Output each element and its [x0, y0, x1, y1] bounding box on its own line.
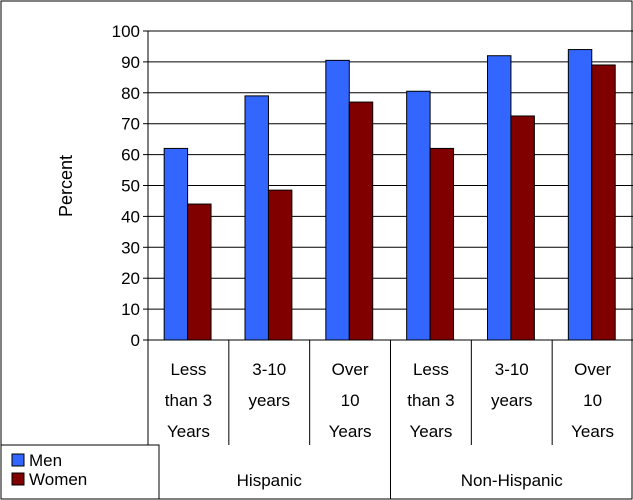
y-tick-label: 60 [121, 146, 140, 165]
category-label: Less [413, 360, 449, 379]
category-label: Years [571, 422, 614, 441]
category-label: 10 [341, 391, 360, 410]
x-tick-labels: Less than 3 Years 3-10 years Over 10 Years Hispa… [165, 360, 614, 490]
category-label: Years [329, 422, 372, 441]
group-label: Non-Hispanic [461, 471, 564, 490]
category-label: Years [167, 422, 210, 441]
category-label: years [491, 391, 533, 410]
group-label: Hispanic [237, 471, 303, 490]
category-label: years [248, 391, 290, 410]
category-label: 10 [583, 391, 602, 410]
y-tick-label: 0 [131, 331, 140, 350]
bar [567, 49, 593, 341]
category-label: Less [170, 360, 206, 379]
bar [348, 101, 374, 341]
bars [163, 49, 616, 341]
bar [325, 59, 350, 341]
legend-label: Men [29, 451, 62, 470]
y-tick-label: 90 [121, 53, 140, 72]
bar [267, 189, 293, 341]
legend-box [0, 444, 160, 500]
bar [163, 147, 189, 341]
bar [187, 203, 212, 341]
bar [591, 64, 616, 341]
category-label: than 3 [165, 391, 212, 410]
legend-label: Women [29, 470, 87, 489]
y-tick-label: 20 [121, 269, 140, 288]
bar [406, 90, 431, 341]
category-label: than 3 [407, 391, 454, 410]
axes [143, 30, 633, 499]
bar [487, 55, 512, 341]
bar [244, 95, 269, 341]
y-tick-label: 30 [121, 238, 140, 257]
category-label: 3-10 [252, 360, 286, 379]
legend-swatch [11, 472, 25, 486]
y-tick-label: 50 [121, 177, 140, 196]
category-label: 3-10 [495, 360, 529, 379]
y-axis-label: Percent [56, 155, 76, 217]
bar [510, 115, 535, 341]
y-tick-label: 70 [121, 115, 140, 134]
bar [429, 147, 455, 341]
y-tick-label: 100 [112, 22, 140, 41]
y-tick-label: 80 [121, 84, 140, 103]
legend-swatch [11, 453, 25, 467]
category-label: Over [574, 360, 611, 379]
y-tick-label: 40 [121, 207, 140, 226]
y-tick-label: 10 [121, 300, 140, 319]
gridlines [148, 30, 633, 310]
category-label: Over [332, 360, 369, 379]
category-label: Years [409, 422, 452, 441]
y-tick-labels: 0 10 20 30 40 50 60 70 80 90 100 [112, 22, 140, 350]
